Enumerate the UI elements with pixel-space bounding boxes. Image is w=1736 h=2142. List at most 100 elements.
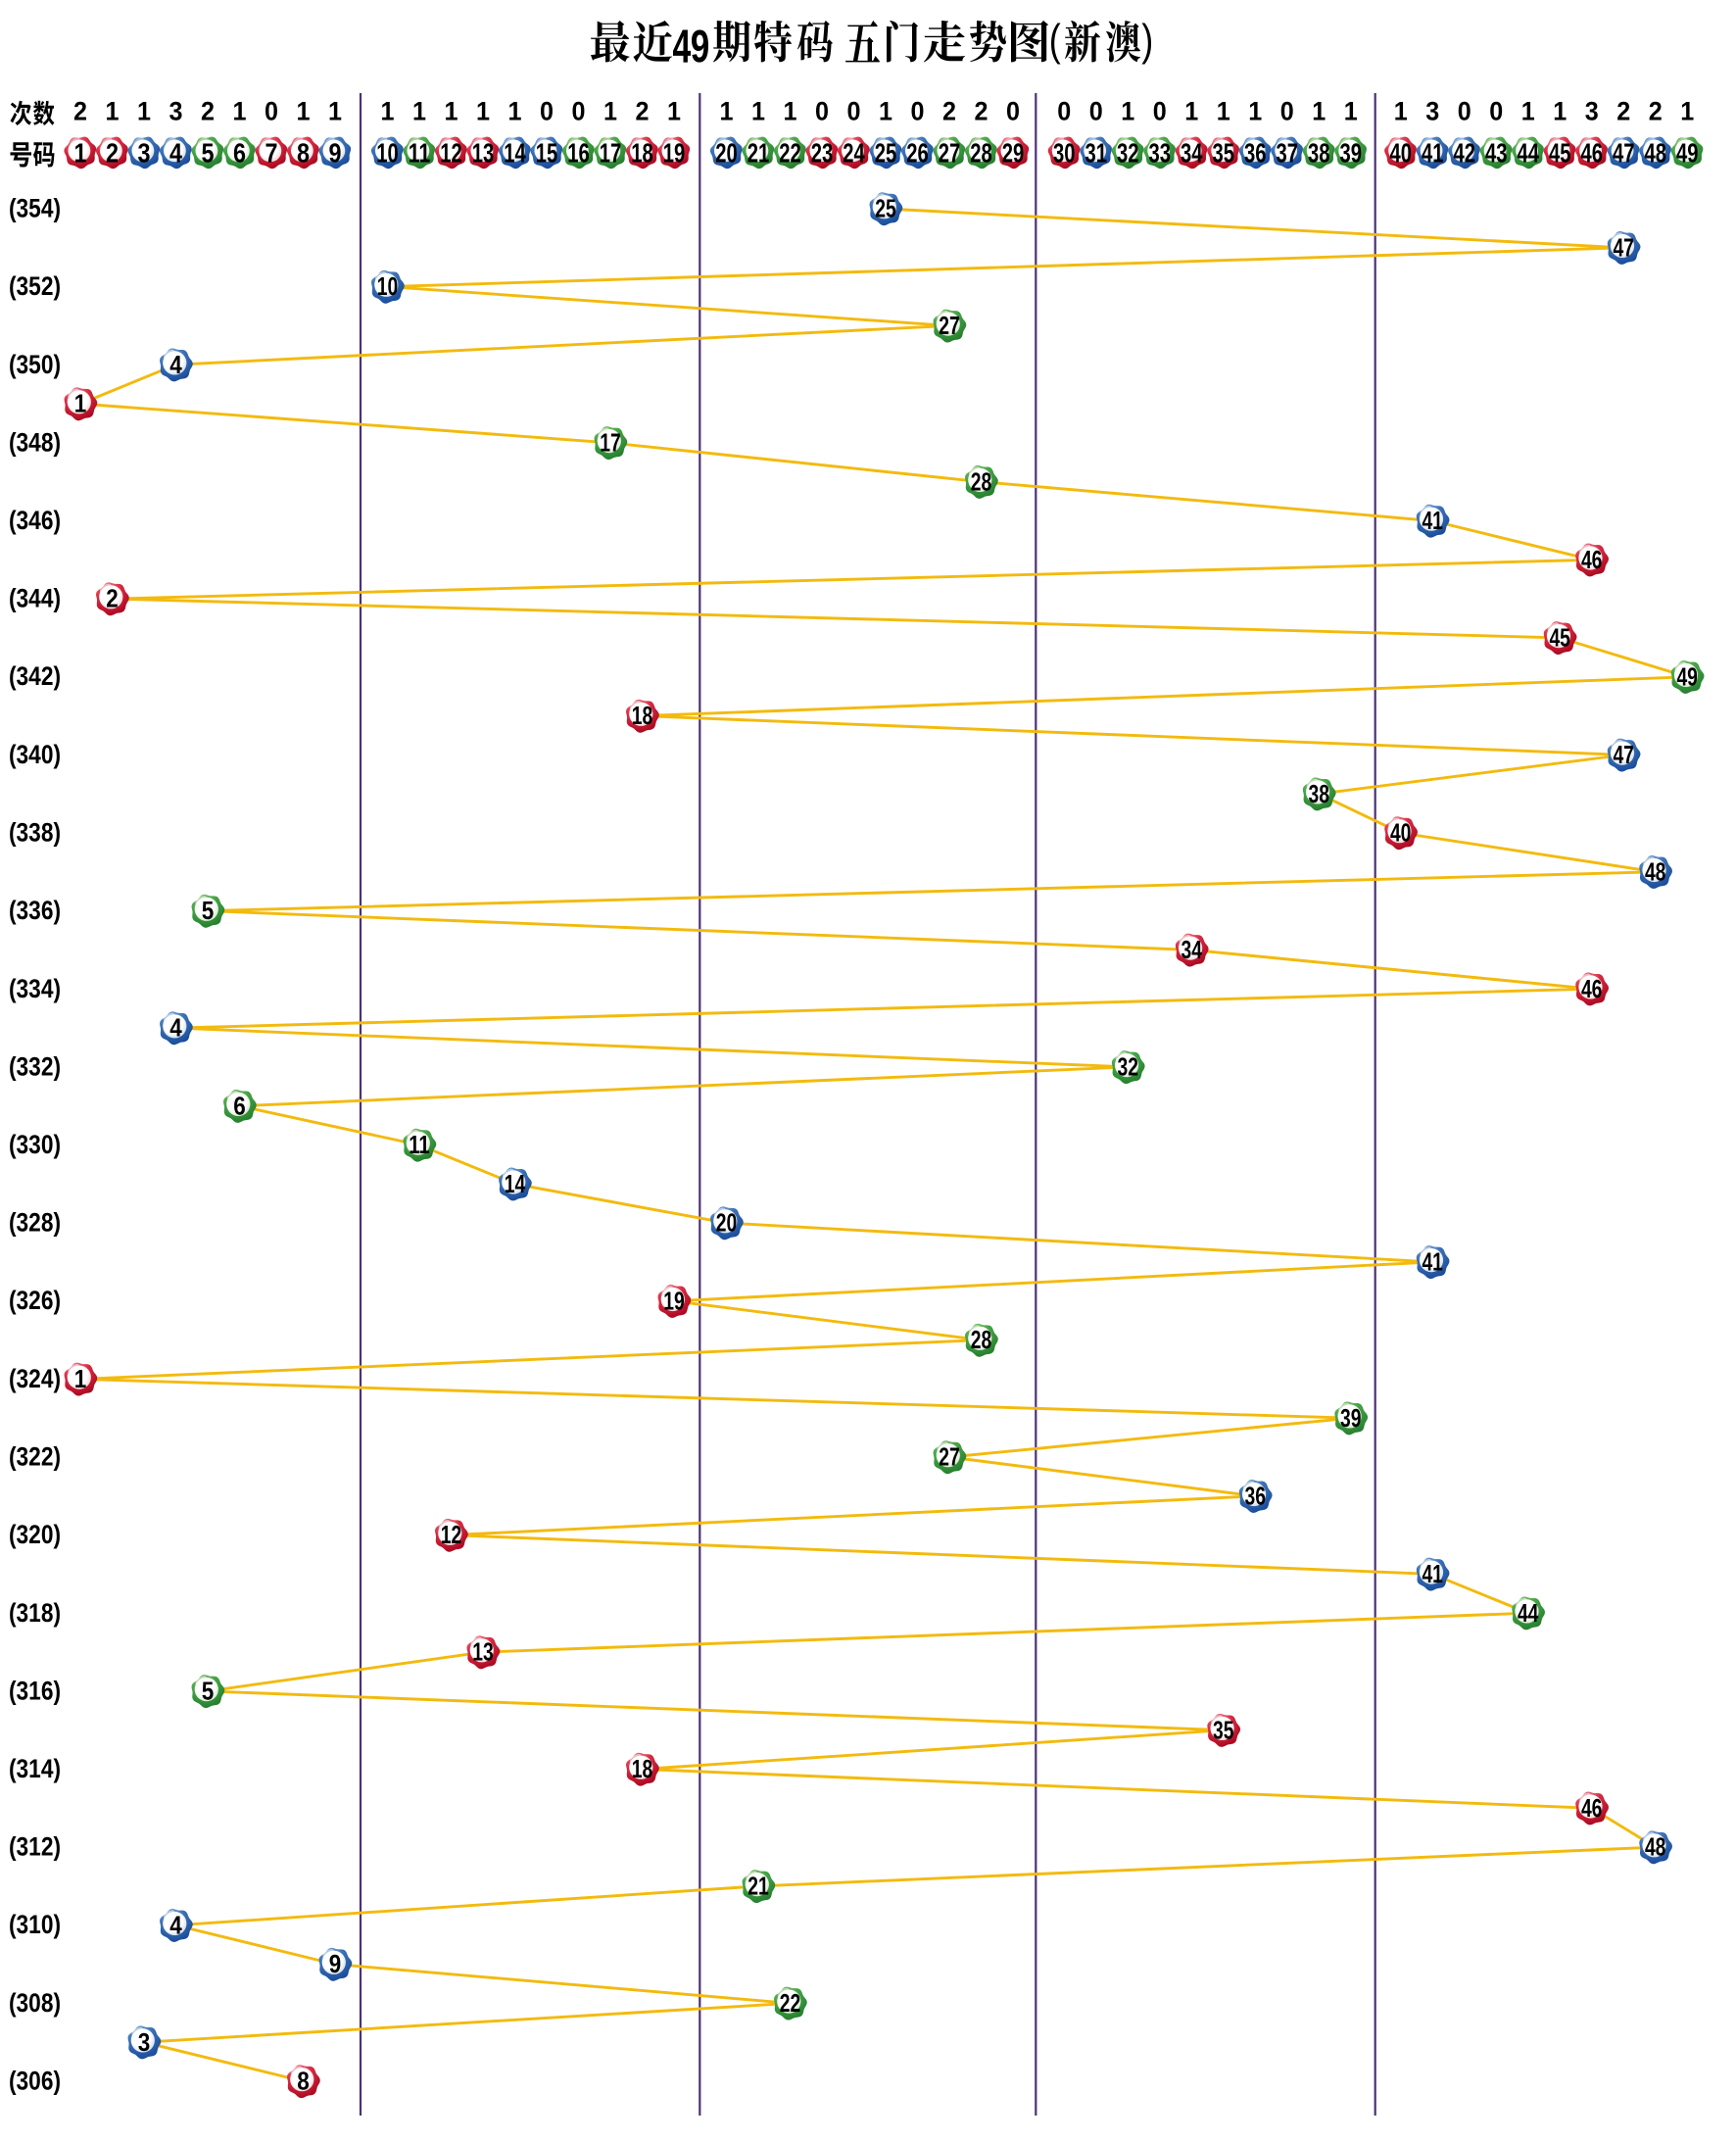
svg-text:26: 26 bbox=[906, 137, 929, 168]
svg-text:47: 47 bbox=[1613, 137, 1635, 168]
svg-text:(318): (318) bbox=[9, 1598, 61, 1628]
svg-text:2: 2 bbox=[636, 97, 650, 126]
svg-text:1: 1 bbox=[381, 97, 395, 126]
svg-text:40: 40 bbox=[1389, 137, 1412, 168]
svg-text:14: 14 bbox=[504, 137, 526, 168]
svg-text:(322): (322) bbox=[9, 1442, 61, 1472]
svg-text:2: 2 bbox=[106, 586, 119, 613]
svg-text:27: 27 bbox=[939, 313, 960, 340]
svg-text:25: 25 bbox=[875, 196, 896, 223]
svg-text:41: 41 bbox=[1422, 1249, 1443, 1277]
svg-text:(338): (338) bbox=[9, 818, 61, 848]
svg-text:41: 41 bbox=[1422, 137, 1444, 168]
svg-text:1: 1 bbox=[297, 97, 311, 126]
svg-text:1: 1 bbox=[74, 137, 87, 168]
svg-text:46: 46 bbox=[1581, 976, 1603, 1003]
svg-text:10: 10 bbox=[377, 273, 399, 301]
svg-text:(352): (352) bbox=[9, 271, 61, 301]
svg-text:0: 0 bbox=[1280, 97, 1294, 126]
svg-text:(326): (326) bbox=[9, 1286, 61, 1315]
svg-text:48: 48 bbox=[1645, 1834, 1666, 1862]
svg-text:(310): (310) bbox=[9, 1910, 61, 1939]
svg-text:0: 0 bbox=[815, 97, 829, 126]
svg-text:1: 1 bbox=[1184, 97, 1198, 126]
svg-text:0: 0 bbox=[1153, 97, 1167, 126]
svg-text:9: 9 bbox=[329, 137, 342, 168]
svg-text:(344): (344) bbox=[9, 584, 61, 613]
svg-text:19: 19 bbox=[663, 137, 686, 168]
svg-text:12: 12 bbox=[441, 1522, 462, 1549]
svg-text:1: 1 bbox=[508, 97, 522, 126]
svg-text:20: 20 bbox=[716, 1210, 738, 1238]
svg-text:1: 1 bbox=[476, 97, 490, 126]
svg-text:28: 28 bbox=[971, 468, 992, 496]
svg-text:46: 46 bbox=[1580, 137, 1603, 168]
svg-text:2: 2 bbox=[1616, 97, 1630, 126]
svg-text:(320): (320) bbox=[9, 1520, 61, 1549]
svg-text:3: 3 bbox=[169, 97, 183, 126]
svg-text:42: 42 bbox=[1453, 137, 1475, 168]
svg-text:(328): (328) bbox=[9, 1208, 61, 1238]
svg-text:(316): (316) bbox=[9, 1676, 61, 1705]
svg-text:16: 16 bbox=[567, 137, 590, 168]
svg-text:48: 48 bbox=[1644, 137, 1666, 168]
svg-text:1: 1 bbox=[667, 97, 681, 126]
svg-text:(332): (332) bbox=[9, 1051, 61, 1081]
svg-text:14: 14 bbox=[505, 1171, 526, 1198]
svg-text:(340): (340) bbox=[9, 740, 61, 769]
svg-text:24: 24 bbox=[843, 137, 865, 168]
svg-text:0: 0 bbox=[1006, 97, 1020, 126]
svg-text:4: 4 bbox=[169, 1015, 182, 1043]
svg-text:20: 20 bbox=[715, 137, 738, 168]
svg-text:1: 1 bbox=[720, 97, 734, 126]
svg-text:2: 2 bbox=[1649, 97, 1663, 126]
svg-text:1: 1 bbox=[74, 391, 87, 418]
svg-text:0: 0 bbox=[1089, 97, 1103, 126]
svg-text:11: 11 bbox=[409, 1132, 430, 1159]
svg-text:3: 3 bbox=[138, 137, 151, 168]
svg-text:44: 44 bbox=[1518, 1600, 1539, 1628]
svg-text:1: 1 bbox=[1121, 97, 1134, 126]
svg-text:13: 13 bbox=[472, 137, 495, 168]
svg-text:5: 5 bbox=[202, 137, 215, 168]
svg-text:38: 38 bbox=[1308, 137, 1330, 168]
svg-text:17: 17 bbox=[600, 430, 621, 458]
svg-text:1: 1 bbox=[74, 1366, 87, 1393]
svg-text:1: 1 bbox=[1217, 97, 1230, 126]
svg-text:0: 0 bbox=[1489, 97, 1503, 126]
svg-text:(354): (354) bbox=[9, 194, 61, 223]
svg-text:3: 3 bbox=[138, 2029, 151, 2057]
svg-text:21: 21 bbox=[747, 137, 770, 168]
svg-text:17: 17 bbox=[600, 137, 622, 168]
svg-text:48: 48 bbox=[1645, 858, 1666, 886]
svg-text:45: 45 bbox=[1549, 137, 1571, 168]
svg-text:(342): (342) bbox=[9, 661, 61, 691]
svg-text:2: 2 bbox=[942, 97, 956, 126]
svg-text:22: 22 bbox=[779, 137, 801, 168]
svg-text:1: 1 bbox=[879, 97, 892, 126]
svg-text:1: 1 bbox=[1680, 97, 1694, 126]
svg-text:(350): (350) bbox=[9, 350, 61, 379]
svg-text:49: 49 bbox=[1676, 663, 1698, 691]
svg-text:9: 9 bbox=[329, 1951, 342, 1978]
svg-text:49: 49 bbox=[1676, 137, 1699, 168]
svg-text:39: 39 bbox=[1340, 1405, 1362, 1433]
svg-text:18: 18 bbox=[631, 137, 653, 168]
svg-text:1: 1 bbox=[784, 97, 797, 126]
svg-text:1: 1 bbox=[1312, 97, 1326, 126]
svg-text:(330): (330) bbox=[9, 1130, 61, 1159]
svg-text:29: 29 bbox=[1002, 137, 1025, 168]
svg-text:0: 0 bbox=[1057, 97, 1071, 126]
svg-text:12: 12 bbox=[440, 137, 462, 168]
svg-text:1: 1 bbox=[1521, 97, 1535, 126]
svg-text:1: 1 bbox=[603, 97, 617, 126]
svg-text:21: 21 bbox=[747, 1874, 769, 1901]
svg-text:6: 6 bbox=[233, 137, 246, 168]
svg-text:2: 2 bbox=[201, 97, 215, 126]
svg-text:11: 11 bbox=[409, 137, 431, 168]
svg-text:32: 32 bbox=[1118, 1054, 1139, 1082]
svg-text:43: 43 bbox=[1485, 137, 1508, 168]
svg-text:47: 47 bbox=[1613, 742, 1634, 769]
svg-text:(314): (314) bbox=[9, 1754, 61, 1783]
svg-text:30: 30 bbox=[1053, 137, 1076, 168]
